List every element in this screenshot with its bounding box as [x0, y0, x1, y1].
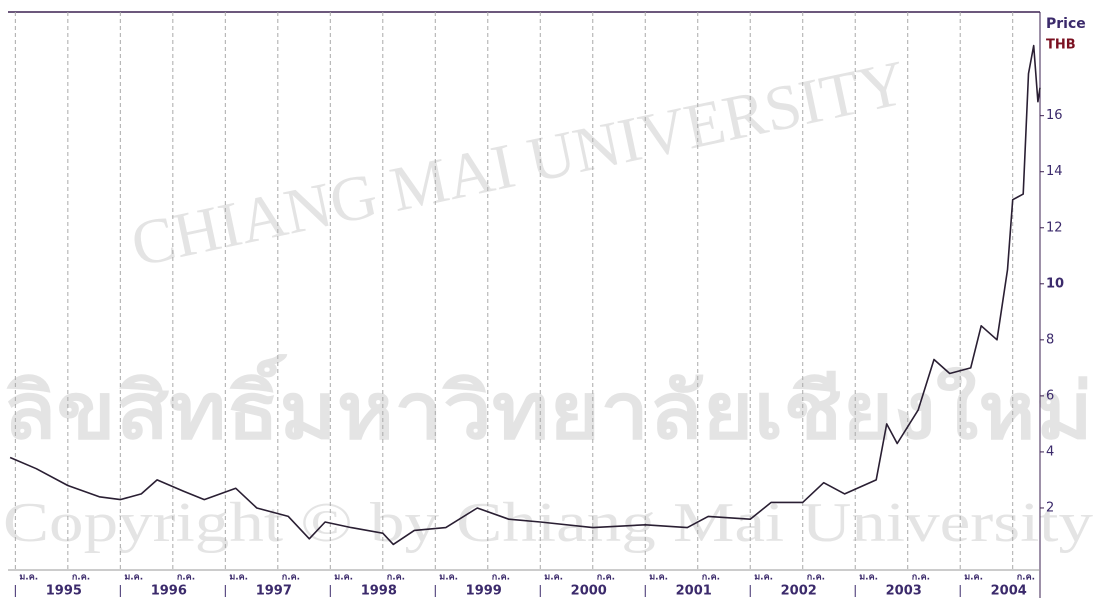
price-line	[9, 44, 1041, 546]
month-label: ก.ค.	[702, 573, 720, 583]
year-label: 2003	[886, 584, 922, 599]
year-label: 1999	[466, 584, 502, 599]
month-label: ม.ค.	[964, 573, 983, 583]
month-label: ม.ค.	[19, 573, 38, 583]
y-tick-label: 8	[1046, 332, 1054, 347]
y-tick-label: 10	[1046, 276, 1064, 291]
month-label: ม.ค.	[229, 573, 248, 583]
y-tick-label: 12	[1046, 220, 1063, 235]
axis-title: Price	[1046, 16, 1086, 32]
axis-unit: THB	[1046, 38, 1076, 53]
month-label: ก.ค.	[597, 573, 615, 583]
month-label: ก.ค.	[1017, 573, 1035, 583]
month-label: ม.ค.	[859, 573, 878, 583]
year-label: 2004	[991, 584, 1027, 599]
y-tick-label: 14	[1046, 164, 1063, 179]
watermark: CHIANG MAI UNIVERSITY	[125, 47, 912, 281]
month-label: ม.ค.	[124, 573, 143, 583]
y-tick-label: 16	[1046, 108, 1063, 123]
month-label: ม.ค.	[544, 573, 563, 583]
watermark: ลิขสิทธิ์มหาวิทยาลัยเชียงใหม่	[3, 354, 1093, 455]
month-label: ก.ค.	[807, 573, 825, 583]
year-label: 2001	[676, 584, 712, 599]
year-label: 1996	[151, 584, 187, 599]
month-label: ก.ค.	[387, 573, 405, 583]
year-label: 1997	[256, 584, 292, 599]
month-label: ม.ค.	[334, 573, 353, 583]
year-label: 2000	[571, 584, 607, 599]
month-label: ก.ค.	[72, 573, 90, 583]
month-label: ก.ค.	[177, 573, 195, 583]
month-label: ม.ค.	[754, 573, 773, 583]
month-label: ม.ค.	[649, 573, 668, 583]
month-label: ก.ค.	[492, 573, 510, 583]
y-tick-label: 4	[1046, 444, 1054, 459]
year-label: 2002	[781, 584, 817, 599]
month-label: ม.ค.	[439, 573, 458, 583]
y-tick-label: 6	[1046, 388, 1054, 403]
month-label: ก.ค.	[282, 573, 300, 583]
month-label: ก.ค.	[912, 573, 930, 583]
year-label: 1998	[361, 584, 397, 599]
y-tick-label: 2	[1046, 500, 1054, 515]
year-label: 1995	[46, 584, 82, 599]
